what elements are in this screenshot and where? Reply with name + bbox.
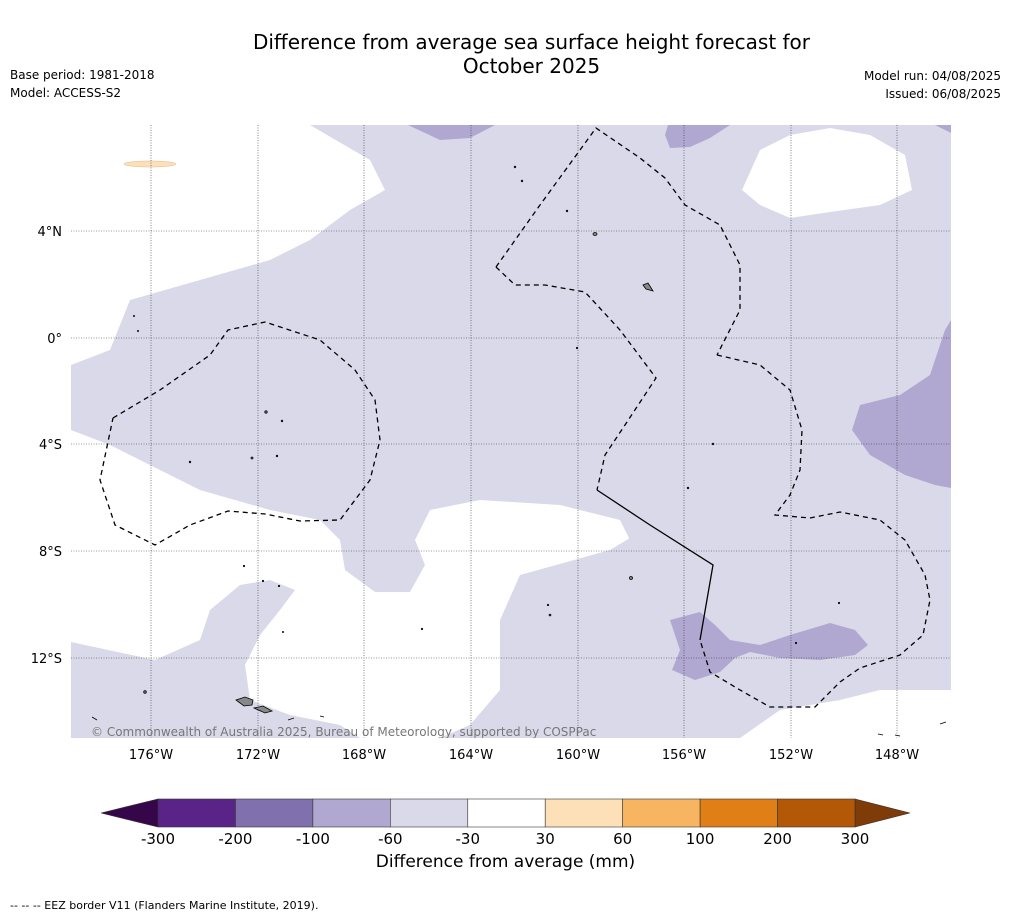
colorbar-tick-5: 30 bbox=[536, 830, 555, 848]
colorbar-tick-8: 200 bbox=[763, 830, 792, 848]
colorbar-segment-4 bbox=[467, 798, 546, 828]
colorbar-ticks: -300 -200 -100 -60 -30 30 60 100 200 300 bbox=[141, 830, 869, 848]
lon-label-152w: 152°W bbox=[769, 748, 813, 763]
colorbar-tick-3: -60 bbox=[378, 830, 403, 848]
colorbar-segment-0 bbox=[157, 798, 236, 828]
lat-label-equator: 0° bbox=[47, 332, 62, 347]
colorbar-tick-9: 300 bbox=[841, 830, 870, 848]
colorbar-over-triangle bbox=[854, 798, 911, 828]
eez-border-solid bbox=[596, 489, 714, 641]
map-panel: © Commonwealth of Australia 2025, Bureau… bbox=[71, 125, 951, 739]
colorbar: -300 -200 -100 -60 -30 30 60 100 200 300 bbox=[100, 798, 911, 848]
colorbar-segment-5 bbox=[544, 798, 623, 828]
anomaly-region-medium-purple-2 bbox=[665, 125, 730, 148]
eez-border-central bbox=[495, 266, 657, 491]
issued-date: Issued: 06/08/2025 bbox=[885, 87, 1001, 101]
title-line-1: Difference from average sea surface heig… bbox=[252, 30, 811, 54]
colorbar-segment-1 bbox=[235, 798, 314, 828]
colorbar-tick-2: -100 bbox=[296, 830, 330, 848]
title-line-2: October 2025 bbox=[462, 54, 601, 78]
colorbar-segment-2 bbox=[312, 798, 391, 828]
anomaly-region-medium-purple-east bbox=[852, 320, 951, 488]
colorbar-under-triangle bbox=[100, 798, 159, 828]
anomaly-region-white-northeast bbox=[742, 128, 912, 218]
anomaly-region-medium-purple-south bbox=[670, 612, 868, 680]
longitude-labels: 176°W 172°W 168°W 164°W 160°W 156°W 152°… bbox=[129, 748, 919, 763]
latitude-labels: 4°N 0° 4°S 8°S 12°S bbox=[31, 225, 62, 667]
eez-border-east bbox=[699, 354, 931, 708]
anomaly-region-light-purple bbox=[71, 125, 951, 738]
island-samoa-1 bbox=[235, 696, 254, 707]
anomaly-region-medium-purple-1 bbox=[408, 125, 495, 140]
model-run-date: Model run: 04/08/2025 bbox=[863, 69, 1001, 83]
run-info: Model run: 04/08/2025 Issued: 06/08/2025 bbox=[864, 67, 1001, 103]
lon-label-156w: 156°W bbox=[662, 748, 706, 763]
lat-label-4n: 4°N bbox=[38, 225, 63, 240]
colorbar-segment-8 bbox=[777, 798, 856, 828]
anomaly-region-light-purple-southwest bbox=[71, 580, 360, 738]
colorbar-segment-6 bbox=[622, 798, 701, 828]
lat-label-12s: 12°S bbox=[31, 652, 62, 667]
base-period: Base period: 1981-2018 bbox=[10, 68, 155, 82]
copyright-text: © Commonwealth of Australia 2025, Bureau… bbox=[91, 725, 596, 739]
colorbar-tick-7: 100 bbox=[686, 830, 715, 848]
lat-label-8s: 8°S bbox=[39, 545, 62, 560]
lon-label-176w: 176°W bbox=[129, 748, 173, 763]
lon-label-172w: 172°W bbox=[236, 748, 280, 763]
island-samoa-2 bbox=[252, 705, 274, 714]
colorbar-segment-3 bbox=[390, 798, 469, 828]
colorbar-label: Difference from average (mm) bbox=[375, 852, 636, 872]
colorbar-segments bbox=[157, 798, 856, 828]
colorbar-tick-1: -200 bbox=[218, 830, 252, 848]
lon-label-168w: 168°W bbox=[342, 748, 386, 763]
lon-label-148w: 148°W bbox=[875, 748, 919, 763]
eez-border-west bbox=[99, 321, 381, 546]
colorbar-tick-0: -300 bbox=[141, 830, 175, 848]
eez-legend-note: -- -- -- EEZ border V11 (Flanders Marine… bbox=[10, 899, 319, 912]
gridlines bbox=[71, 125, 951, 738]
colorbar-tick-4: -30 bbox=[456, 830, 481, 848]
eez-borders bbox=[99, 127, 931, 708]
map-title: Difference from average sea surface heig… bbox=[200, 30, 863, 78]
anomaly-region-medium-purple-3 bbox=[935, 125, 951, 133]
islands bbox=[91, 165, 947, 737]
colorbar-segment-7 bbox=[699, 798, 778, 828]
lon-label-160w: 160°W bbox=[556, 748, 600, 763]
base-info: Base period: 1981-2018 Model: ACCESS-S2 bbox=[10, 66, 155, 102]
eez-border-north bbox=[495, 127, 741, 356]
colorbar-tick-6: 60 bbox=[613, 830, 632, 848]
model-name: Model: ACCESS-S2 bbox=[10, 86, 122, 100]
anomaly-region-light-orange bbox=[123, 160, 177, 168]
lon-label-164w: 164°W bbox=[449, 748, 493, 763]
lat-label-4s: 4°S bbox=[39, 438, 62, 453]
